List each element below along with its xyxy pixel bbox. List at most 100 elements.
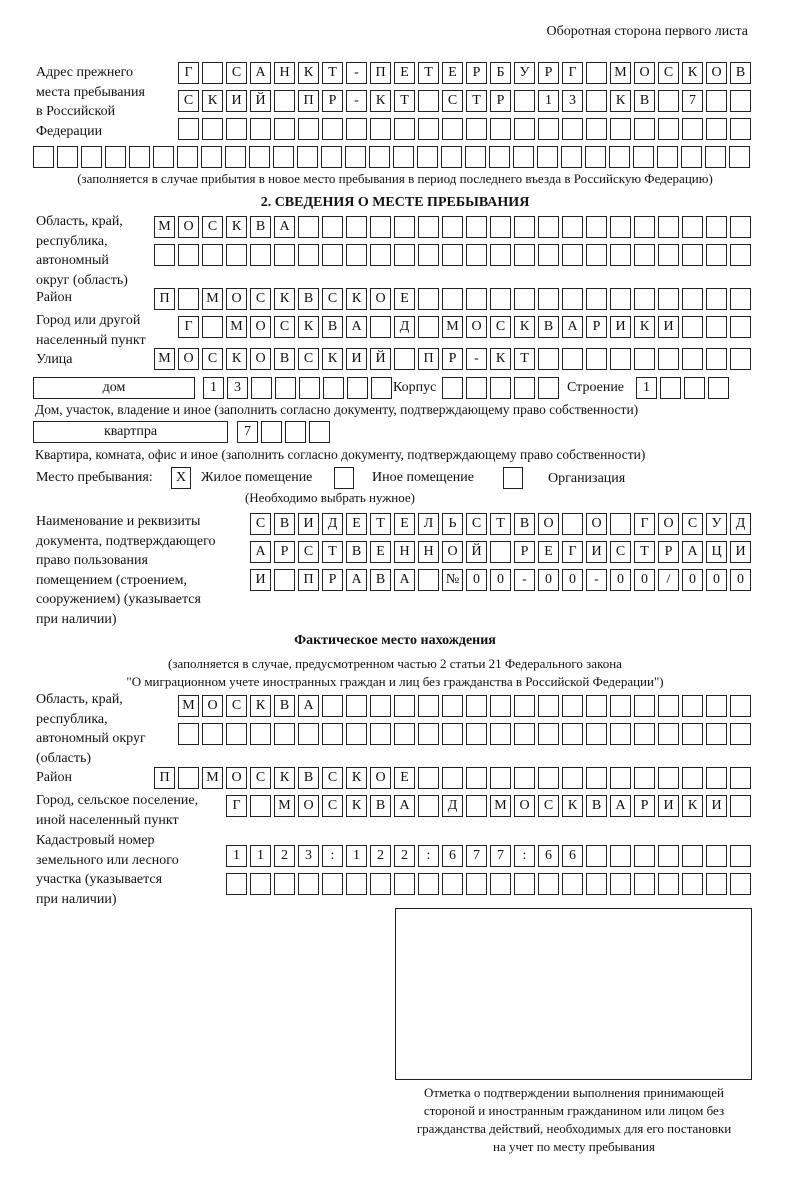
letter-cell[interactable] — [394, 244, 415, 266]
letter-cell[interactable] — [610, 348, 631, 370]
letter-cell[interactable] — [514, 873, 535, 895]
letter-cell[interactable] — [706, 316, 727, 338]
letter-cell[interactable]: К — [250, 695, 271, 717]
letter-cell[interactable] — [610, 244, 631, 266]
letter-cell[interactable] — [370, 723, 391, 745]
letter-cell[interactable] — [634, 767, 655, 789]
letter-cell[interactable] — [178, 118, 199, 140]
letter-cell[interactable]: М — [442, 316, 463, 338]
letter-cell[interactable]: И — [226, 90, 247, 112]
letter-cell[interactable]: А — [562, 316, 583, 338]
letter-cell[interactable] — [562, 288, 583, 310]
letter-cell[interactable]: И — [586, 541, 607, 563]
letter-cell[interactable]: О — [226, 767, 247, 789]
letter-cell[interactable] — [730, 316, 751, 338]
letter-cell[interactable] — [610, 767, 631, 789]
letter-cell[interactable] — [394, 118, 415, 140]
letter-cell[interactable]: В — [370, 569, 391, 591]
letter-cell[interactable]: С — [226, 62, 247, 84]
letter-cell[interactable] — [682, 723, 703, 745]
letter-cell[interactable] — [730, 695, 751, 717]
letter-cell[interactable]: О — [514, 795, 535, 817]
letter-cell[interactable] — [706, 845, 727, 867]
letter-cell[interactable] — [514, 118, 535, 140]
letter-cell[interactable] — [57, 146, 78, 168]
letter-cell[interactable]: 1 — [226, 845, 247, 867]
letter-cell[interactable]: И — [730, 541, 751, 563]
letter-cell[interactable] — [658, 288, 679, 310]
letter-cell[interactable]: Р — [658, 541, 679, 563]
letter-cell[interactable]: О — [658, 513, 679, 535]
letter-cell[interactable]: Т — [322, 62, 343, 84]
letter-cell[interactable]: К — [634, 316, 655, 338]
letter-cell[interactable]: А — [610, 795, 631, 817]
letter-cell[interactable] — [418, 90, 439, 112]
letter-cell[interactable]: У — [514, 62, 535, 84]
letter-cell[interactable]: Р — [442, 348, 463, 370]
letter-cell[interactable] — [417, 146, 438, 168]
letter-cell[interactable] — [261, 421, 282, 443]
letter-cell[interactable]: : — [418, 845, 439, 867]
letter-cell[interactable] — [490, 118, 511, 140]
letter-cell[interactable] — [514, 377, 535, 399]
letter-cell[interactable] — [346, 216, 367, 238]
letter-cell[interactable] — [658, 90, 679, 112]
letter-cell[interactable]: С — [202, 348, 223, 370]
letter-cell[interactable] — [490, 288, 511, 310]
letter-cell[interactable] — [129, 146, 150, 168]
letter-cell[interactable]: 7 — [490, 845, 511, 867]
letter-cell[interactable]: П — [418, 348, 439, 370]
letter-cell[interactable] — [706, 767, 727, 789]
letter-cell[interactable]: В — [538, 316, 559, 338]
letter-cell[interactable]: И — [658, 795, 679, 817]
letter-cell[interactable] — [466, 873, 487, 895]
letter-cell[interactable]: Т — [490, 513, 511, 535]
letter-cell[interactable] — [346, 695, 367, 717]
letter-cell[interactable]: С — [322, 288, 343, 310]
letter-cell[interactable] — [178, 767, 199, 789]
letter-cell[interactable] — [681, 146, 702, 168]
letter-cell[interactable] — [634, 723, 655, 745]
letter-cell[interactable] — [154, 244, 175, 266]
letter-cell[interactable]: К — [298, 316, 319, 338]
letter-cell[interactable] — [562, 873, 583, 895]
letter-cell[interactable]: Т — [634, 541, 655, 563]
letter-cell[interactable] — [321, 146, 342, 168]
letter-cell[interactable] — [466, 118, 487, 140]
letter-cell[interactable]: Ц — [706, 541, 727, 563]
letter-cell[interactable] — [730, 845, 751, 867]
letter-cell[interactable]: С — [250, 767, 271, 789]
letter-cell[interactable]: № — [442, 569, 463, 591]
letter-cell[interactable] — [658, 767, 679, 789]
letter-cell[interactable] — [466, 723, 487, 745]
letter-cell[interactable] — [706, 244, 727, 266]
letter-cell[interactable] — [418, 695, 439, 717]
letter-cell[interactable]: О — [298, 795, 319, 817]
letter-cell[interactable] — [729, 146, 750, 168]
letter-cell[interactable] — [562, 118, 583, 140]
letter-cell[interactable]: К — [682, 62, 703, 84]
letter-cell[interactable] — [274, 118, 295, 140]
letter-cell[interactable] — [610, 216, 631, 238]
letter-cell[interactable] — [322, 216, 343, 238]
letter-cell[interactable] — [369, 146, 390, 168]
letter-cell[interactable] — [730, 767, 751, 789]
letter-cell[interactable] — [610, 873, 631, 895]
letter-cell[interactable]: С — [610, 541, 631, 563]
letter-cell[interactable] — [586, 90, 607, 112]
letter-cell[interactable]: - — [466, 348, 487, 370]
letter-cell[interactable]: Т — [418, 62, 439, 84]
letter-cell[interactable]: О — [370, 288, 391, 310]
letter-cell[interactable]: К — [682, 795, 703, 817]
letter-cell[interactable]: К — [298, 62, 319, 84]
letter-cell[interactable]: К — [322, 348, 343, 370]
letter-cell[interactable] — [442, 873, 463, 895]
letter-cell[interactable] — [442, 288, 463, 310]
letter-cell[interactable] — [346, 873, 367, 895]
letter-cell[interactable] — [658, 845, 679, 867]
letter-cell[interactable]: Н — [418, 541, 439, 563]
letter-cell[interactable] — [202, 62, 223, 84]
letter-cell[interactable] — [706, 118, 727, 140]
letter-cell[interactable]: С — [322, 795, 343, 817]
letter-cell[interactable]: Р — [634, 795, 655, 817]
